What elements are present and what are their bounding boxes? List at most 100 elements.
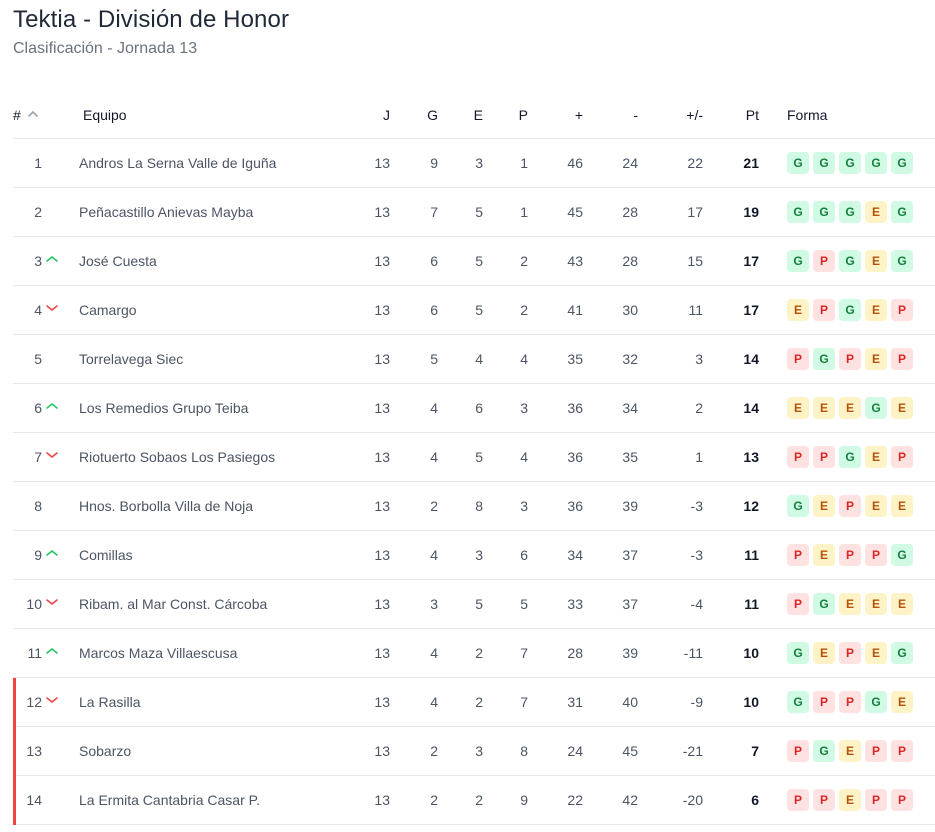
- goals-against-cell: 34: [622, 400, 638, 416]
- lost-cell: 1: [520, 155, 528, 171]
- points-cell: 11: [744, 547, 759, 563]
- form-badge: P: [813, 789, 835, 811]
- form-badge: P: [839, 691, 861, 713]
- lost-cell: 6: [520, 547, 528, 563]
- drawn-cell: 3: [475, 547, 483, 563]
- form-badge: P: [787, 740, 809, 762]
- arrow-up-icon: [45, 643, 59, 659]
- lost-cell: 3: [520, 400, 528, 416]
- won-cell: 2: [430, 498, 438, 514]
- form-badge: G: [891, 250, 913, 272]
- table-row[interactable]: 9 Comillas 13 4 3 6 34 37 -3 11 P E P P G: [13, 531, 935, 580]
- goals-against-cell: 37: [622, 596, 638, 612]
- table-row[interactable]: 5 Torrelavega Siec 13 5 4 4 35 32 3 14 P G P E P: [13, 335, 935, 384]
- form-badge: P: [865, 740, 887, 762]
- goals-against-cell: 39: [622, 645, 638, 661]
- form-badge: E: [865, 642, 887, 664]
- team-name: Hnos. Borbolla Villa de Noja: [79, 498, 254, 514]
- form-badge: P: [839, 642, 861, 664]
- position-cell: 13: [26, 743, 42, 759]
- header-g[interactable]: G: [427, 107, 438, 123]
- table-body: 1 Andros La Serna Valle de Iguña 13 9 3 1 4 6 2 4…: [13, 139, 935, 825]
- played-cell: 13: [374, 596, 390, 612]
- table-row[interactable]: 8 Hnos. Borbolla Villa de Noja 13 2 8 3 36 39 -3…: [13, 482, 935, 531]
- goals-for-cell: 36: [567, 400, 583, 416]
- table-row[interactable]: 10 Ribam. al Mar Const. Cárcoba 13 3 5 5 33 37 -…: [13, 580, 935, 629]
- position-cell: 12: [26, 694, 42, 710]
- position-cell: 14: [26, 792, 42, 808]
- table-row[interactable]: 12 La Rasilla 13 4 2 7 31 40 -9 10 G P P G E: [13, 678, 935, 727]
- form-badge: E: [865, 446, 887, 468]
- table-row[interactable]: 4 Camargo 13 6 5 2 41 30 11 17 E P G E P: [13, 286, 935, 335]
- won-cell: 7: [430, 204, 438, 220]
- form-badge: E: [891, 593, 913, 615]
- position-cell: 9: [34, 547, 42, 563]
- goal-diff-cell: -20: [682, 792, 703, 808]
- points-cell: 10: [743, 694, 759, 710]
- form-badge: G: [839, 299, 861, 321]
- sort-ascending-icon[interactable]: [27, 109, 39, 119]
- goals-against-cell: 42: [622, 792, 638, 808]
- standings-table: # Equipo J G E P + - +/- Pt Forma 1 Andro…: [13, 92, 935, 825]
- goal-diff-cell: 2: [695, 400, 703, 416]
- goals-against-cell: 32: [622, 351, 638, 367]
- goals-against-cell: 30: [622, 302, 638, 318]
- header-gf[interactable]: +: [574, 107, 583, 123]
- goals-against-cell: 45: [622, 743, 638, 759]
- table-row[interactable]: 11 Marcos Maza Villaescusa 13 4 2 7 28 39 -11 10 G…: [13, 629, 935, 678]
- team-name: Andros La Serna Valle de Iguña: [79, 155, 277, 171]
- table-row[interactable]: 7 Riotuerto Sobaos Los Pasiegos 13 4 5 4 36 35 1…: [13, 433, 935, 482]
- played-cell: 13: [374, 743, 390, 759]
- header-j[interactable]: J: [383, 107, 390, 123]
- form-badge: P: [891, 299, 913, 321]
- points-cell: 6: [751, 792, 759, 808]
- header-p[interactable]: P: [518, 107, 528, 123]
- goal-diff-cell: -3: [690, 547, 703, 563]
- form-badge: G: [787, 152, 809, 174]
- header-ga[interactable]: -: [633, 107, 638, 123]
- table-row[interactable]: 13 Sobarzo 13 2 3 8 24 45 -21 7 P G E P P: [13, 727, 935, 776]
- header-pt[interactable]: Pt: [745, 107, 759, 123]
- header-e[interactable]: E: [473, 107, 483, 123]
- points-cell: 17: [743, 253, 759, 269]
- form-badge: P: [787, 446, 809, 468]
- played-cell: 13: [374, 253, 390, 269]
- form-badge: E: [813, 495, 835, 517]
- goals-for-cell: 46: [567, 155, 583, 171]
- form-badge: G: [891, 642, 913, 664]
- goal-diff-cell: 15: [687, 253, 703, 269]
- points-cell: 11: [744, 596, 759, 612]
- goal-diff-cell: 17: [687, 204, 703, 220]
- table-row[interactable]: 6 Los Remedios Grupo Teiba 13 4 6 3 36 34 2 14 E E E…: [13, 384, 935, 433]
- arrow-up-icon: [45, 251, 59, 267]
- won-cell: 9: [430, 155, 438, 171]
- played-cell: 13: [374, 645, 390, 661]
- won-cell: 4: [430, 547, 438, 563]
- drawn-cell: 2: [475, 645, 483, 661]
- goals-for-cell: 33: [567, 596, 583, 612]
- header-team[interactable]: Equipo: [83, 107, 127, 123]
- table-row[interactable]: 1 Andros La Serna Valle de Iguña 13 9 3 1 46 24…: [13, 139, 935, 188]
- form-badge: E: [839, 740, 861, 762]
- table-row[interactable]: 3 José Cuesta 13 6 5 2 43 28 15 17 G P G E G: [13, 237, 935, 286]
- goals-against-cell: 35: [622, 449, 638, 465]
- played-cell: 13: [374, 547, 390, 563]
- goal-diff-cell: 22: [687, 155, 703, 171]
- table-row[interactable]: 2 Peñacastillo Anievas Mayba 13 7 5 1 45 28 17 19…: [13, 188, 935, 237]
- header-gd[interactable]: +/-: [686, 107, 703, 123]
- table-row[interactable]: 14 La Ermita Cantabria Casar P. 13 2 2 9 22 42-…: [13, 776, 935, 825]
- drawn-cell: 5: [475, 596, 483, 612]
- goal-diff-cell: 3: [695, 351, 703, 367]
- goals-for-cell: 28: [567, 645, 583, 661]
- header-pos-label: #: [13, 107, 21, 123]
- form-badge: P: [813, 446, 835, 468]
- header-pos[interactable]: #: [13, 107, 38, 123]
- form-badge: E: [865, 495, 887, 517]
- form-badge: G: [839, 250, 861, 272]
